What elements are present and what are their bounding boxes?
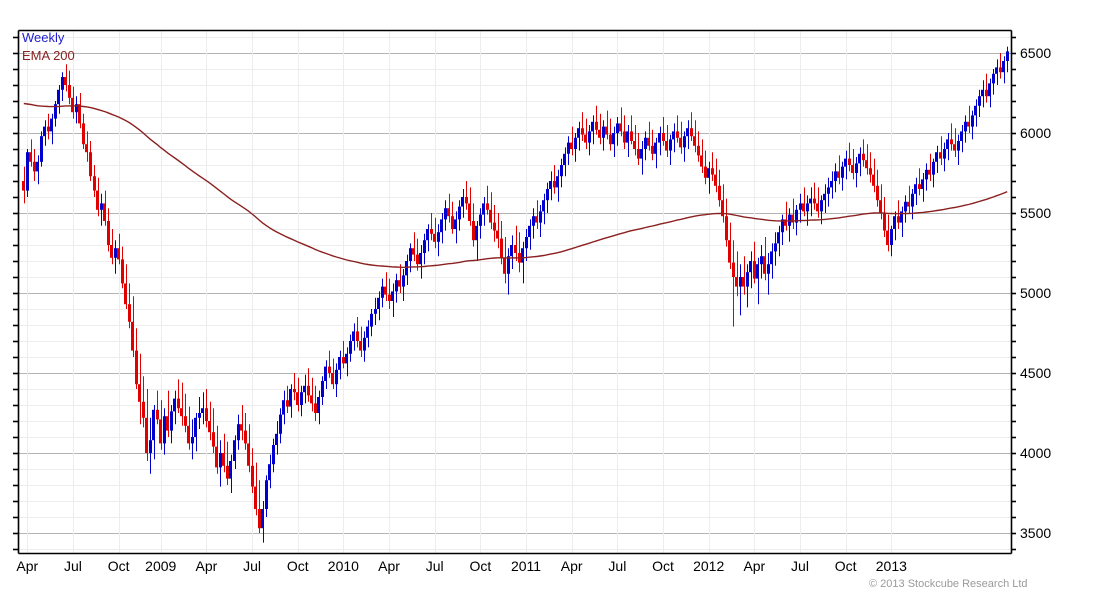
x-axis-tick-label: Oct bbox=[469, 558, 491, 574]
x-axis-tick-label: Jul bbox=[791, 558, 809, 574]
x-axis-tick-label: Apr bbox=[561, 558, 583, 574]
x-axis-tick-label: Apr bbox=[16, 558, 38, 574]
x-axis-tick-label: Apr bbox=[743, 558, 765, 574]
copyright-notice: © 2013 Stockcube Research Ltd bbox=[869, 578, 1028, 590]
gridlines-vertical bbox=[27, 30, 892, 553]
y-axis-labels: 3500 4000 4500 5000 5500 6000 6500 bbox=[1020, 45, 1051, 541]
x-axis-tick-label: Oct bbox=[108, 558, 130, 574]
x-axis-tick-label: Apr bbox=[196, 558, 218, 574]
y-axis-tick-label: 6000 bbox=[1020, 125, 1051, 141]
y-axis-tick-label: 4000 bbox=[1020, 445, 1051, 461]
y-axis-tick-label: 6500 bbox=[1020, 45, 1051, 61]
x-axis-tick-label: Jul bbox=[64, 558, 82, 574]
x-axis-tick-label: 2009 bbox=[145, 558, 176, 574]
candlestick-series bbox=[22, 46, 1009, 543]
x-axis-tick-label: 2012 bbox=[693, 558, 724, 574]
x-axis-tick-label: 2010 bbox=[328, 558, 359, 574]
x-axis-tick-label: 2011 bbox=[511, 558, 541, 574]
x-axis-tick-label: Jul bbox=[243, 558, 261, 574]
y-axis-tick-label: 5000 bbox=[1020, 285, 1051, 301]
y-axis-tick-label: 5500 bbox=[1020, 205, 1051, 221]
gridlines-major bbox=[18, 53, 1011, 534]
x-axis-tick-label: Jul bbox=[608, 558, 626, 574]
x-axis-tick-label: Oct bbox=[835, 558, 857, 574]
ema-200-line bbox=[23, 102, 1008, 269]
y-axis-ticks bbox=[13, 36, 1016, 551]
x-axis-tick-label: Oct bbox=[287, 558, 309, 574]
x-axis-labels: Apr Jul Oct 2009 Apr Jul Oct 2010 Apr Jul Oct 2011 A… bbox=[16, 558, 907, 574]
y-axis-tick-label: 4500 bbox=[1020, 365, 1051, 381]
x-axis-tick-label: 2013 bbox=[876, 558, 907, 574]
y-axis-tick-label: 3500 bbox=[1020, 525, 1051, 541]
legend-ema-label: EMA 200 bbox=[22, 48, 75, 63]
x-axis-tick-label: Apr bbox=[378, 558, 400, 574]
x-axis-tick-label: Oct bbox=[652, 558, 674, 574]
legend-interval: Weekly bbox=[22, 30, 65, 45]
plot-frame bbox=[17, 29, 1013, 555]
x-axis-tick-label: Jul bbox=[426, 558, 444, 574]
